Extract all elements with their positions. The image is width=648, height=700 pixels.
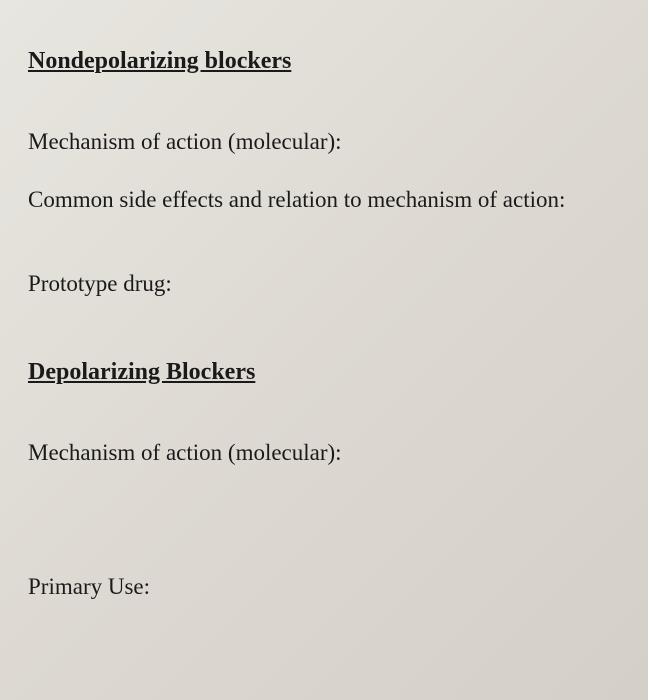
section-1-field-prototype: Prototype drug: [28, 271, 620, 297]
section-2-field-mechanism: Mechanism of action (molecular): [28, 440, 620, 466]
spacer [28, 245, 620, 271]
section-1-heading: Nondepolarizing blockers [28, 48, 620, 75]
section-1-field-side-effects: Common side effects and relation to mech… [28, 187, 620, 213]
spacer [28, 498, 620, 574]
section-2-heading: Depolarizing Blockers [28, 359, 620, 386]
section-1-field-mechanism: Mechanism of action (molecular): [28, 129, 620, 155]
section-2-field-primary-use: Primary Use: [28, 574, 620, 600]
spacer [28, 329, 620, 359]
